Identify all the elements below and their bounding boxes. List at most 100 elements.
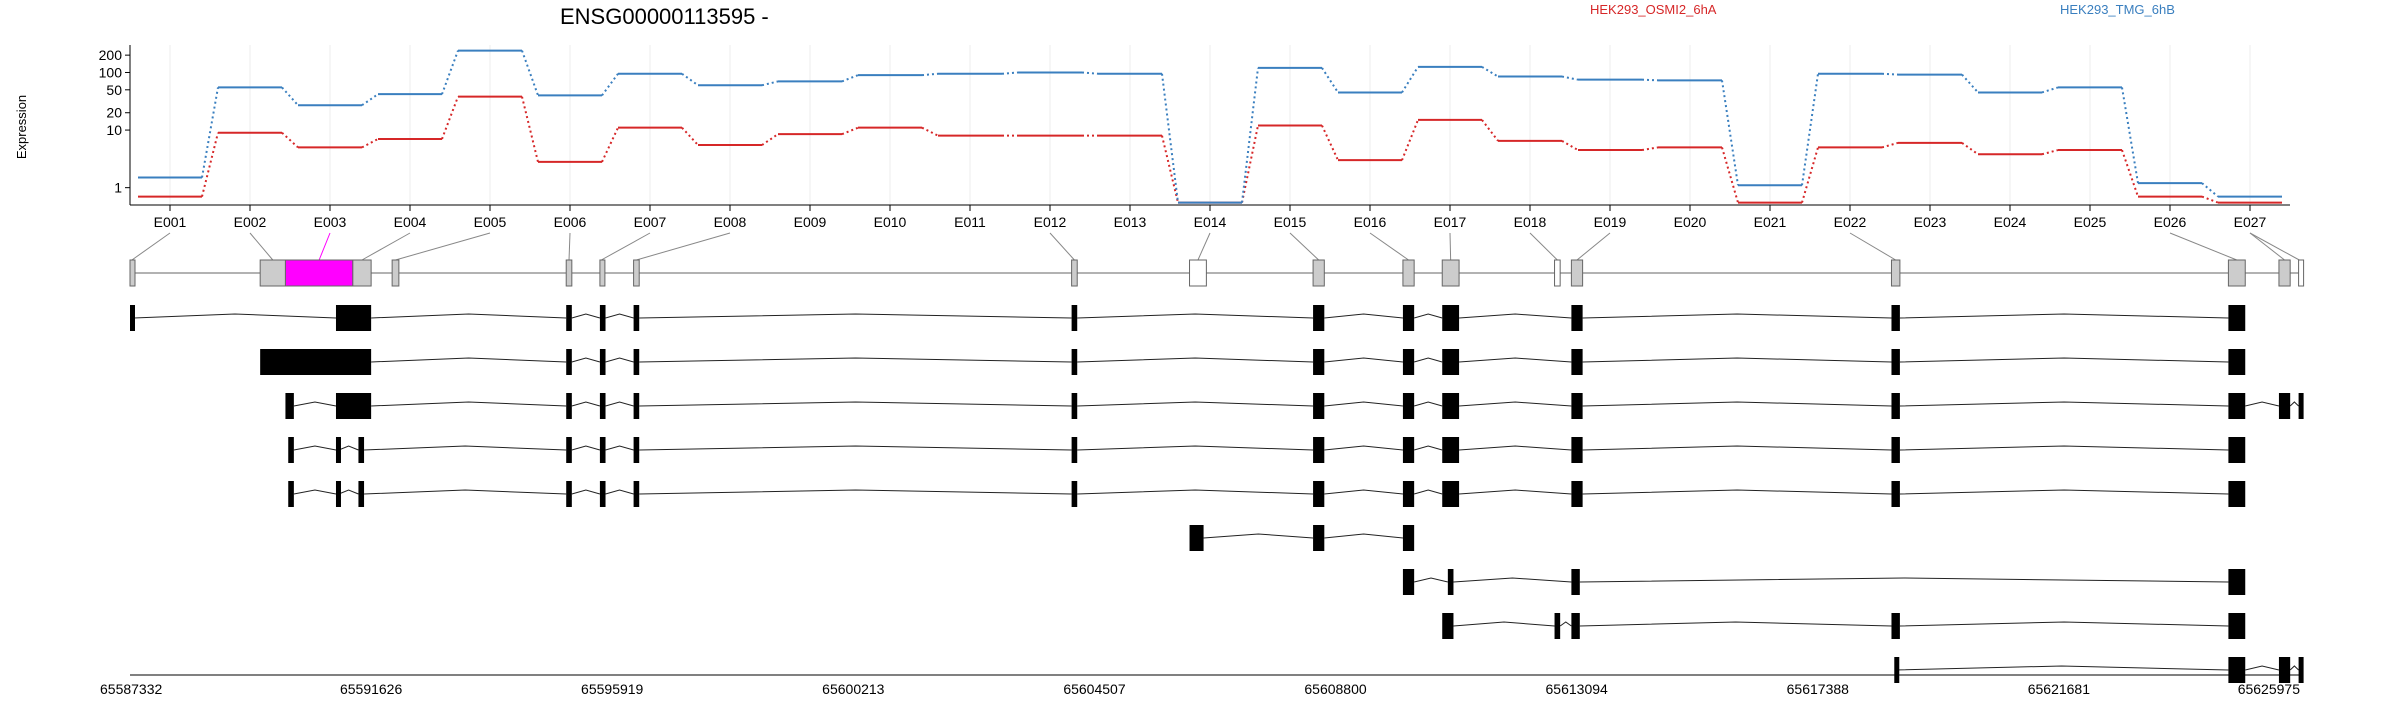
transcript-9 — [1894, 657, 2304, 683]
transcript-7 — [1402, 569, 2246, 595]
x-tick-label: E020 — [1674, 214, 1707, 230]
gene-model-exon — [129, 259, 136, 287]
transcript-exon — [335, 481, 341, 507]
y-tick-label: 50 — [106, 82, 122, 98]
gene-model-exon — [1554, 259, 1561, 287]
gene-model-exon — [1312, 259, 1325, 287]
chart-title: ENSG00000113595 - — [560, 4, 769, 29]
genomic-tick-label: 65625975 — [2238, 681, 2301, 697]
transcript-intron — [639, 445, 1072, 451]
series-transition — [361, 138, 379, 149]
transcript-exon — [2298, 393, 2304, 419]
x-tick-label: E004 — [394, 214, 427, 230]
x-tick-label: E010 — [874, 214, 907, 230]
transcript-intron — [371, 357, 567, 363]
transcript-exon — [566, 393, 572, 419]
transcript-exon — [2228, 349, 2246, 375]
transcript-intron — [639, 313, 1072, 319]
transcript-intron — [639, 401, 1072, 407]
series-transition — [1961, 142, 1979, 156]
transcript-intron — [1077, 357, 1314, 363]
transcript-intron — [1324, 357, 1403, 363]
x-tick-label: E026 — [2154, 214, 2187, 230]
transcript-intron — [1077, 445, 1314, 451]
transcript-exon — [566, 481, 572, 507]
y-axis-label: Expression — [14, 95, 29, 159]
x-tick-label: E016 — [1354, 214, 1387, 230]
exon-connector — [318, 232, 331, 261]
transcript-exon — [1313, 305, 1325, 331]
transcript-intron — [1899, 357, 2229, 363]
transcript-intron — [1324, 445, 1403, 451]
transcript-intron — [1459, 401, 1572, 407]
gene-model-exon — [1189, 259, 1207, 287]
x-tick-label: E027 — [2234, 214, 2267, 230]
series-transition — [1641, 146, 1659, 152]
x-tick-label: E001 — [154, 214, 187, 230]
gene-model-exon — [1570, 259, 1584, 287]
exon-connector — [1529, 232, 1558, 261]
transcript-intron — [2245, 665, 2280, 671]
transcript-intron — [1899, 489, 2229, 495]
y-tick-label: 20 — [106, 105, 122, 121]
transcript-exon — [1891, 481, 1900, 507]
series-transition — [1561, 139, 1579, 151]
x-tick-label: E005 — [474, 214, 507, 230]
transcript-exon — [1313, 437, 1325, 463]
transcript-intron — [1077, 401, 1314, 407]
transcript-intron — [1414, 577, 1448, 583]
transcript-exon — [1071, 305, 1078, 331]
transcript-intron — [639, 357, 1072, 363]
series-transition — [841, 74, 859, 83]
transcript-exon — [1891, 349, 1900, 375]
transcript-exon — [633, 393, 640, 419]
exon-connector — [2169, 232, 2238, 261]
transcript-intron — [1582, 357, 1892, 363]
transcript-exon — [1402, 437, 1415, 463]
series-transition — [1481, 66, 1499, 78]
transcript-exon — [1071, 481, 1078, 507]
legend-item-tmg[interactable]: HEK293_TMG_6hB — [2060, 2, 2175, 17]
genomic-tick-label: 65608800 — [1304, 681, 1367, 697]
series-transition — [201, 132, 219, 197]
transcript-intron — [1077, 313, 1314, 319]
transcript-6 — [1189, 525, 1415, 551]
transcript-intron — [371, 401, 567, 407]
series-transition — [1721, 80, 1739, 186]
exon-connector — [1449, 232, 1452, 261]
series-transition — [921, 72, 939, 77]
transcript-2 — [260, 349, 2246, 375]
transcript-exon — [599, 437, 606, 463]
transcript-exon — [633, 305, 640, 331]
transcript-intron — [1459, 357, 1572, 363]
gene-model-exon — [2298, 259, 2305, 287]
transcript-exon — [599, 349, 606, 375]
series-transition — [521, 96, 539, 163]
series-transition — [841, 126, 859, 136]
transcript-3 — [285, 393, 2304, 419]
transcript-intron — [1579, 621, 1892, 627]
series-transition — [1241, 67, 1259, 203]
transcript-intron — [293, 445, 337, 451]
series-transition — [601, 73, 619, 96]
series-transition — [1161, 73, 1179, 203]
transcript-exon — [2228, 657, 2246, 683]
transcript-intron — [1459, 313, 1572, 319]
transcript-intron — [1414, 357, 1443, 363]
transcript-exon — [260, 349, 372, 375]
transcript-exon — [1442, 349, 1460, 375]
exon-connector — [1289, 232, 1320, 261]
gene-model-exon — [2227, 259, 2246, 287]
exon-connector — [131, 232, 171, 261]
transcript-exon — [1571, 305, 1583, 331]
transcript-intron — [1414, 489, 1443, 495]
x-tick-label: E011 — [954, 214, 986, 230]
transcript-1 — [130, 305, 2246, 331]
transcript-exon — [1071, 437, 1078, 463]
transcript-intron — [1894, 665, 2229, 671]
series-1 — [138, 95, 2282, 204]
legend-item-osmi2[interactable]: HEK293_OSMI2_6hA — [1590, 2, 1717, 17]
